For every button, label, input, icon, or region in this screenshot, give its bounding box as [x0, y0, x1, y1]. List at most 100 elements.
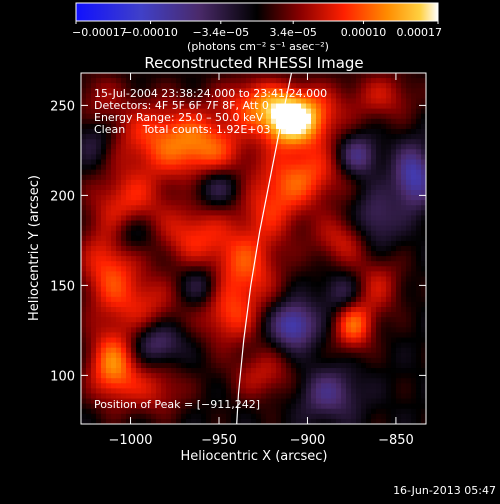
- heatmap-cell: [246, 164, 252, 171]
- heatmap-cell: [351, 388, 357, 395]
- heatmap-cell: [376, 261, 382, 267]
- heatmap-cell: [281, 357, 287, 364]
- heatmap-cell: [301, 301, 307, 308]
- heatmap-cell: [96, 291, 102, 298]
- heatmap-cell: [411, 256, 417, 262]
- heatmap-cell: [301, 179, 307, 186]
- heatmap-cell: [171, 195, 177, 201]
- heatmap-cell: [106, 128, 112, 135]
- heatmap-cell: [366, 301, 372, 308]
- heatmap-cell: [401, 256, 407, 262]
- heatmap-cell: [251, 317, 257, 323]
- heatmap-cell: [91, 393, 97, 400]
- heatmap-cell: [216, 159, 222, 166]
- heatmap-cell: [96, 337, 102, 344]
- heatmap-cell: [326, 373, 332, 379]
- heatmap-cell: [366, 393, 372, 400]
- heatmap-cell: [421, 98, 426, 105]
- heatmap-cell: [231, 307, 237, 313]
- heatmap-cell: [221, 118, 227, 125]
- heatmap-cell: [81, 383, 87, 389]
- heatmap-cell: [91, 200, 97, 206]
- heatmap-cell: [356, 352, 362, 359]
- heatmap-cell: [296, 123, 302, 130]
- heatmap-cell: [116, 149, 122, 155]
- heatmap-cell: [111, 256, 117, 262]
- heatmap-cell: [251, 240, 257, 247]
- heatmap-cell: [126, 108, 132, 115]
- heatmap-cell: [221, 281, 227, 288]
- heatmap-cell: [341, 383, 347, 389]
- heatmap-cell: [126, 271, 132, 278]
- heatmap-cell: [101, 388, 107, 395]
- heatmap-cell: [291, 154, 297, 161]
- heatmap-cell: [106, 205, 112, 211]
- heatmap-cell: [131, 261, 137, 267]
- heatmap-cell: [301, 332, 307, 339]
- heatmap-cell: [311, 388, 317, 395]
- heatmap-cell: [251, 398, 257, 405]
- heatmap-cell: [291, 342, 297, 349]
- heatmap-cell: [261, 393, 267, 400]
- heatmap-cell: [371, 245, 377, 252]
- heatmap-cell: [246, 78, 252, 84]
- heatmap-cell: [116, 286, 122, 293]
- heatmap-cell: [301, 347, 307, 354]
- heatmap-cell: [81, 128, 87, 135]
- heatmap-cell: [266, 190, 272, 196]
- heatmap-cell: [356, 240, 362, 247]
- heatmap-cell: [316, 113, 322, 120]
- heatmap-cell: [131, 312, 137, 318]
- heatmap-cell: [381, 301, 387, 308]
- heatmap-cell: [121, 164, 127, 171]
- heatmap-cell: [216, 245, 222, 252]
- heatmap-cell: [271, 73, 277, 79]
- heatmap-cell: [331, 373, 337, 379]
- heatmap-cell: [191, 98, 197, 105]
- heatmap-cell: [366, 418, 372, 424]
- heatmap-cell: [311, 352, 317, 359]
- heatmap-cell: [146, 312, 152, 318]
- heatmap-cell: [231, 317, 237, 323]
- heatmap-cell: [141, 88, 147, 94]
- heatmap-cell: [81, 337, 87, 344]
- heatmap-cell: [81, 276, 87, 283]
- heatmap-cell: [136, 225, 142, 232]
- heatmap-cell: [236, 169, 242, 176]
- heatmap-cell: [166, 154, 172, 161]
- heatmap-cell: [326, 164, 332, 171]
- heatmap-cell: [106, 266, 112, 272]
- heatmap-cell: [296, 291, 302, 298]
- heatmap-cell: [141, 312, 147, 318]
- heatmap-cell: [376, 83, 382, 89]
- heatmap-cell: [326, 195, 332, 201]
- heatmap-cell: [111, 73, 117, 79]
- heatmap-cell: [366, 220, 372, 227]
- heatmap-cell: [121, 271, 127, 278]
- heatmap-cell: [221, 200, 227, 206]
- heatmap-cell: [121, 301, 127, 308]
- heatmap-cell: [331, 88, 337, 94]
- heatmap-cell: [141, 179, 147, 186]
- heatmap-cell: [406, 149, 412, 155]
- heatmap-cell: [306, 281, 312, 288]
- heatmap-cell: [141, 327, 147, 334]
- heatmap-cell: [391, 93, 397, 100]
- heatmap-cell: [186, 235, 192, 242]
- heatmap-cell: [331, 398, 337, 405]
- heatmap-cell: [211, 286, 217, 293]
- heatmap-cell: [326, 307, 332, 313]
- heatmap-cell: [146, 179, 152, 186]
- heatmap-cell: [371, 388, 377, 395]
- heatmap-cell: [266, 149, 272, 155]
- heatmap-cell: [246, 388, 252, 395]
- heatmap-cell: [346, 261, 352, 267]
- heatmap-cell: [106, 245, 112, 252]
- heatmap-cell: [341, 307, 347, 313]
- heatmap-cell: [206, 388, 212, 395]
- heatmap-cell: [171, 164, 177, 171]
- heatmap-cell: [396, 403, 402, 410]
- heatmap-cell: [161, 78, 167, 84]
- heatmap-cell: [411, 393, 417, 400]
- heatmap-cell: [366, 134, 372, 140]
